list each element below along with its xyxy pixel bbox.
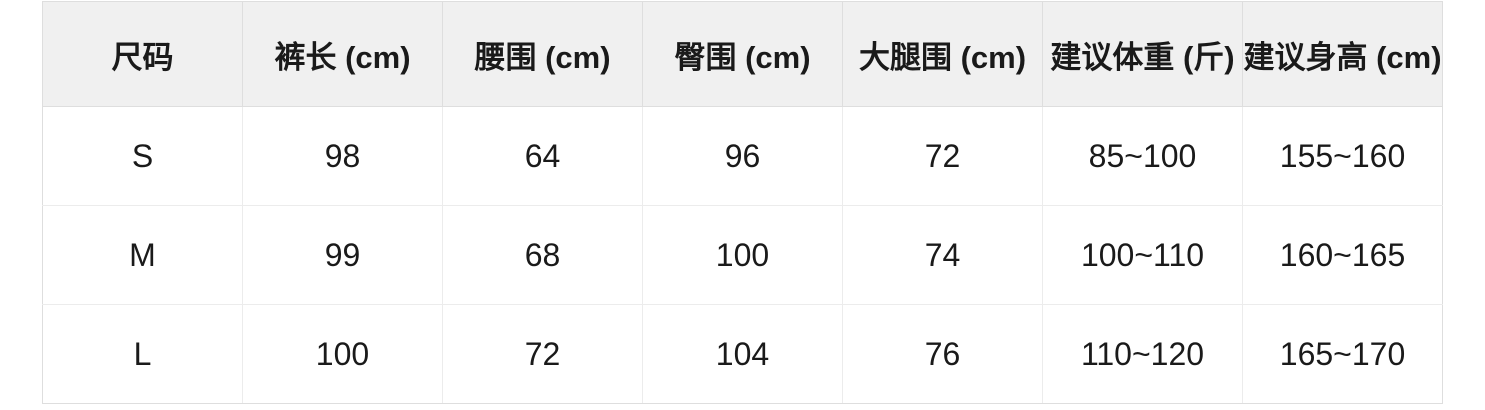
header-suggested-weight: 建议体重 (斤) — [1042, 1, 1243, 107]
header-suggested-height: 建议身高 (cm) — [1242, 1, 1443, 107]
header-thigh: 大腿围 (cm) — [842, 1, 1043, 107]
table-row-s: S 98 64 96 72 85~100 155~160 — [42, 106, 1443, 206]
table-cell: 72 — [842, 106, 1043, 206]
table-cell: 104 — [642, 304, 843, 404]
table-cell: 96 — [642, 106, 843, 206]
table-cell: 74 — [842, 205, 1043, 305]
header-row: 尺码 裤长 (cm) 腰围 (cm) 臀围 (cm) 大腿围 (cm) 建议体重… — [42, 1, 1443, 107]
table-cell: 64 — [442, 106, 643, 206]
table-cell: 110~120 — [1042, 304, 1243, 404]
table-cell: 98 — [242, 106, 443, 206]
table-row-m: M 99 68 100 74 100~110 160~165 — [42, 205, 1443, 305]
table-cell: 100 — [242, 304, 443, 404]
table-cell: 99 — [242, 205, 443, 305]
size-chart-table: 尺码 裤长 (cm) 腰围 (cm) 臀围 (cm) 大腿围 (cm) 建议体重… — [42, 1, 1443, 404]
table-cell: 160~165 — [1242, 205, 1443, 305]
table-cell: 100~110 — [1042, 205, 1243, 305]
header-pant-length: 裤长 (cm) — [242, 1, 443, 107]
size-chart-body: S 98 64 96 72 85~100 155~160 M 99 68 100… — [42, 106, 1443, 404]
table-cell: 100 — [642, 205, 843, 305]
size-cell: M — [42, 205, 243, 305]
table-cell: 68 — [442, 205, 643, 305]
table-cell: 72 — [442, 304, 643, 404]
size-chart-header: 尺码 裤长 (cm) 腰围 (cm) 臀围 (cm) 大腿围 (cm) 建议体重… — [42, 1, 1443, 107]
header-waist: 腰围 (cm) — [442, 1, 643, 107]
table-cell: 85~100 — [1042, 106, 1243, 206]
size-cell: L — [42, 304, 243, 404]
table-row-l: L 100 72 104 76 110~120 165~170 — [42, 304, 1443, 404]
header-hip: 臀围 (cm) — [642, 1, 843, 107]
table-cell: 76 — [842, 304, 1043, 404]
header-size: 尺码 — [42, 1, 243, 107]
table-cell: 165~170 — [1242, 304, 1443, 404]
size-cell: S — [42, 106, 243, 206]
table-cell: 155~160 — [1242, 106, 1443, 206]
